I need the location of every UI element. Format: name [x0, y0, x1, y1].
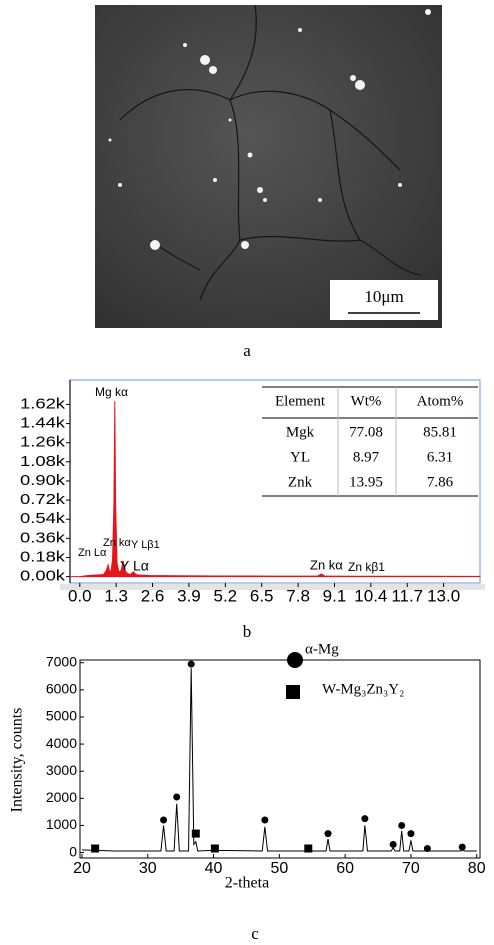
x-tick-label: 80 — [468, 860, 486, 877]
y-tick-label: 0 — [69, 843, 77, 859]
y-tick-label: 4000 — [46, 735, 77, 751]
y-tick-label: 0.72k — [20, 491, 66, 508]
peak-marker — [361, 815, 368, 822]
table-cell: 85.81 — [423, 424, 457, 440]
x-tick-label: 2.6 — [141, 586, 165, 605]
y-tick-label: 2000 — [46, 789, 77, 805]
y-tick-label: 0.54k — [20, 510, 66, 527]
y-tick-label: 0.00k — [20, 568, 66, 585]
plot-frame — [80, 660, 480, 858]
x-tick-label: 5.2 — [214, 586, 238, 605]
y-tick-label: 1.62k — [20, 395, 66, 412]
eds-chart: 0.00k 0.18k 0.36k 0.54k 0.72k 0.90k 1.08k 1.26k… — [20, 380, 485, 605]
table-cell: 6.31 — [427, 449, 453, 465]
peak-marker — [160, 817, 167, 824]
x-tick-label: 20 — [73, 860, 91, 877]
x-tick-label: 13.0 — [427, 586, 460, 605]
x-tick-label: 60 — [336, 860, 354, 877]
sem-image: 10μm — [95, 5, 442, 328]
x-tick-label: 6.5 — [250, 586, 274, 605]
x-tick-label: 50 — [270, 860, 288, 877]
y-tick-label: 1.44k — [20, 415, 66, 432]
x-tick-label: 40 — [205, 860, 223, 877]
y-tick-label: 7000 — [46, 653, 77, 669]
table-cell: 13.95 — [349, 474, 383, 490]
y-tick-label: 1000 — [46, 816, 77, 832]
table-cell: 77.08 — [349, 424, 383, 440]
y-tick-label: 3000 — [46, 762, 77, 778]
y-tick-label: 0.90k — [20, 472, 66, 489]
peak-label: Mg kα — [95, 385, 128, 399]
x-tick-label: 9.1 — [323, 586, 347, 605]
x-tick-label: 30 — [139, 860, 157, 877]
peak-marker — [424, 845, 431, 852]
legend-marker — [286, 685, 300, 699]
peak-marker — [325, 830, 332, 837]
legend-label: W-Mg₃Zn₃Y₂ — [322, 681, 404, 697]
peak-label: Y Lβ1 — [131, 539, 160, 551]
peak-label: Zn kα — [310, 557, 343, 572]
peak-marker — [407, 830, 414, 837]
y-tick-label: 6000 — [46, 681, 77, 697]
legend-label: α-Mg — [305, 641, 339, 657]
peak-label: Y Lα — [120, 558, 149, 574]
peak-marker — [211, 845, 219, 853]
legend-marker — [287, 652, 303, 668]
table-header: Atom% — [417, 393, 464, 409]
plot-frame — [70, 380, 480, 583]
peak-marker — [304, 845, 312, 853]
x-tick-label: 1.3 — [104, 586, 128, 605]
xrd-chart: 0 1000 2000 3000 4000 5000 6000 7000 20 30 40 50 60 7… — [9, 641, 486, 891]
table-cell: Znk — [288, 474, 313, 490]
x-tick-label: 11.7 — [391, 586, 423, 605]
table-header: Wt% — [351, 393, 382, 409]
peak-marker — [398, 822, 405, 829]
peak-label: Zn kα — [103, 537, 131, 549]
y-tick-label: 0.36k — [20, 529, 66, 546]
y-tick-label: 1.26k — [20, 434, 66, 451]
y-tick-label: 0.18k — [20, 548, 66, 565]
peak-marker — [91, 845, 99, 853]
table-cell: 8.97 — [353, 449, 380, 465]
caption: a — [243, 341, 251, 360]
peak-marker — [188, 661, 195, 668]
table-header: Element — [275, 393, 326, 409]
figure: 10μm a b c 0.00k 0.18k 0.36k 0.54k 0.72k 0.90… — [0, 0, 494, 945]
caption: b — [243, 622, 252, 641]
peak-marker — [261, 817, 268, 824]
peak-marker — [173, 793, 180, 800]
table-cell: YL — [290, 449, 310, 465]
xrd-line — [82, 668, 477, 851]
scale-bar-label: 10μm — [364, 287, 403, 306]
table-cell: Mgk — [286, 424, 315, 440]
x-tick-label: 70 — [402, 860, 420, 877]
x-tick-label: 10.4 — [354, 586, 387, 605]
peak-label: Zn kβ1 — [348, 560, 385, 574]
table-cell: 7.86 — [427, 474, 454, 490]
peak-marker — [192, 830, 200, 838]
x-tick-label: 3.9 — [177, 586, 201, 605]
y-tick-label: 1.08k — [20, 453, 66, 470]
y-tick-label: 5000 — [46, 708, 77, 724]
peak-marker — [390, 841, 397, 848]
x-tick-label: 7.8 — [286, 586, 310, 605]
caption: c — [251, 924, 259, 943]
peak-marker — [459, 844, 466, 851]
y-axis-label: Intensity, counts — [9, 708, 26, 813]
x-tick-label: 0.0 — [68, 586, 92, 605]
x-axis-label: 2-theta — [225, 875, 269, 892]
